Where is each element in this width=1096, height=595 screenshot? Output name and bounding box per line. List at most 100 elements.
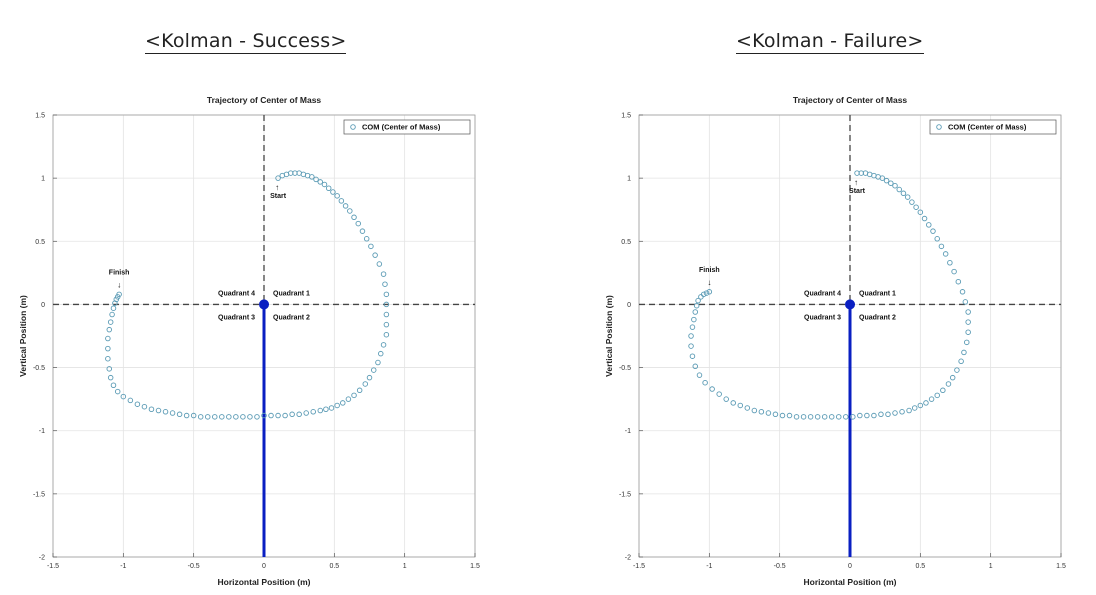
x-tick-label: 1 xyxy=(403,563,407,570)
chart-title: Trajectory of Center of Mass xyxy=(793,95,908,105)
com-point xyxy=(345,396,352,402)
com-point xyxy=(723,396,729,402)
com-point xyxy=(382,281,388,287)
x-tick-label: -0.5 xyxy=(188,563,200,570)
com-point xyxy=(892,182,898,189)
com-point xyxy=(883,177,890,184)
com-point xyxy=(254,414,260,420)
com-point xyxy=(913,204,919,210)
com-point xyxy=(765,410,772,416)
com-point xyxy=(321,181,328,188)
com-point xyxy=(383,321,390,328)
com-point xyxy=(162,409,169,415)
finish-label: Finish xyxy=(109,269,130,276)
com-point xyxy=(226,414,232,420)
com-point xyxy=(703,290,710,296)
com-point xyxy=(700,291,707,298)
com-point xyxy=(857,412,863,419)
quadrant-4-label: Quadrant 4 xyxy=(218,290,255,297)
com-trajectory-chart-failure: -1.5 -1 -0.5 0 0.5 1 1.5-2-1.5-1-0.500.511.5Tr… xyxy=(604,95,1066,587)
com-point xyxy=(338,198,345,204)
com-point xyxy=(383,311,390,318)
com-point xyxy=(864,412,870,419)
com-point xyxy=(709,386,715,392)
com-series xyxy=(688,170,971,420)
com-point xyxy=(114,388,121,395)
y-tick-label: -2 xyxy=(625,555,631,562)
y-tick-label: -2 xyxy=(39,555,45,562)
com-point xyxy=(879,175,886,181)
com-point xyxy=(955,278,962,285)
com-point xyxy=(375,359,381,366)
chart-title: Trajectory of Center of Mass xyxy=(207,95,322,105)
com-point xyxy=(964,339,970,346)
com-point xyxy=(289,411,295,418)
com-point xyxy=(772,411,779,418)
com-point xyxy=(247,414,253,420)
y-tick-label: 1.5 xyxy=(621,113,631,120)
com-point xyxy=(110,305,117,311)
y-tick-label: 0 xyxy=(627,302,631,309)
com-point xyxy=(786,412,793,419)
com-point xyxy=(692,309,699,315)
y-tick-label: 1.5 xyxy=(35,113,45,120)
y-tick-label: 0.5 xyxy=(35,239,45,246)
legend-entry: COM (Center of Mass) xyxy=(948,123,1027,132)
com-point xyxy=(962,299,969,305)
quadrant-1-label: Quadrant 1 xyxy=(273,290,310,297)
panel-heading-failure: <Kolman - Failure> xyxy=(736,30,924,54)
com-point xyxy=(821,414,828,420)
com-point xyxy=(954,367,960,373)
com-point xyxy=(942,251,949,257)
x-tick-label: -1.5 xyxy=(633,563,645,570)
com-point xyxy=(917,209,924,215)
panel-heading-success: <Kolman - Success> xyxy=(145,30,347,54)
com-point xyxy=(934,236,940,242)
com-point xyxy=(372,252,378,258)
com-point xyxy=(310,409,316,415)
com-point xyxy=(692,363,699,370)
com-point xyxy=(938,243,945,250)
com-point xyxy=(383,331,390,338)
com-point xyxy=(850,414,856,420)
com-point xyxy=(928,396,935,402)
finish-arrow: ↓ xyxy=(117,280,121,289)
com-point xyxy=(691,316,697,323)
com-point xyxy=(219,414,225,420)
com-point xyxy=(141,403,148,410)
start-arrow: ↑ xyxy=(854,178,858,187)
y-tick-label: -0.5 xyxy=(619,365,631,372)
com-point xyxy=(347,208,353,214)
y-tick-label: -1 xyxy=(625,428,631,435)
com-point xyxy=(751,407,758,414)
com-point xyxy=(296,411,302,418)
com-point xyxy=(106,326,113,333)
com-point xyxy=(317,179,324,185)
y-axis-label: Vertical Position (m) xyxy=(18,295,28,377)
legend: COM (Center of Mass) xyxy=(343,119,471,135)
com-point xyxy=(843,414,849,420)
com-point xyxy=(261,412,267,419)
com-point xyxy=(696,372,703,378)
y-axis-label: Vertical Position (m) xyxy=(604,295,614,377)
com-point xyxy=(906,407,912,414)
com-point xyxy=(885,411,891,418)
com-point xyxy=(888,180,894,186)
y-tick-label: 1 xyxy=(41,176,45,183)
com-point xyxy=(240,414,246,420)
com-point xyxy=(148,406,155,412)
com-point xyxy=(380,342,387,348)
x-tick-label: 1.5 xyxy=(1056,563,1066,570)
y-tick-label: 1 xyxy=(627,176,631,183)
com-point xyxy=(793,414,800,420)
com-point xyxy=(814,414,821,420)
com-point xyxy=(110,382,117,389)
com-point xyxy=(949,374,956,381)
legend-entry: COM (Center of Mass) xyxy=(362,123,441,132)
com-point xyxy=(689,324,696,330)
com-point xyxy=(800,414,807,420)
com-point xyxy=(904,194,911,200)
com-point xyxy=(899,409,905,415)
com-point xyxy=(923,400,929,406)
com-point xyxy=(965,329,971,335)
